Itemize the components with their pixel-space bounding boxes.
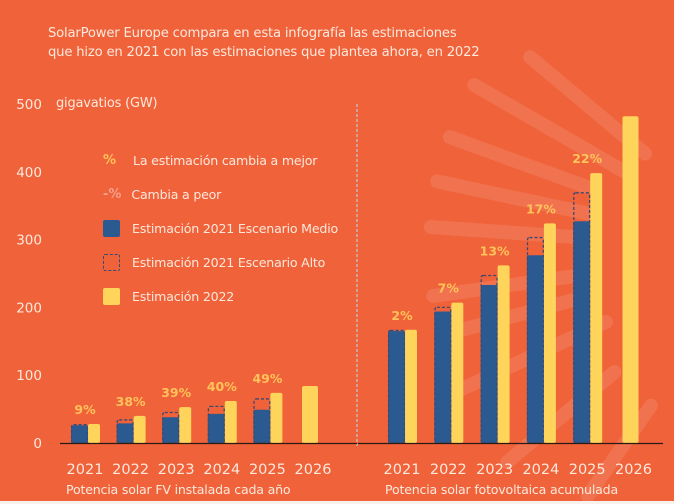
x-tick-label: 2021 [384,462,421,478]
bar-2021-medio [207,413,225,443]
x-tick-label: 2026 [615,462,652,478]
percent-change-label: 9% [74,402,96,417]
sun-ray [430,174,596,221]
percent-change-label: 7% [438,281,460,296]
legend-label: Cambia a peor [131,186,222,202]
sun-ray [423,219,598,246]
x-tick-label: 2025 [249,462,286,478]
percent-change-label: 40% [207,379,237,394]
percent-change-label: 38% [116,394,146,409]
legend-item-worse: -% Cambia a peor [103,184,221,204]
y-tick-label: 500 [16,97,42,113]
percent-change-label: 22% [572,151,602,166]
bar-2021-medio [573,221,591,443]
percent-better-icon: % [103,152,117,168]
yellow-square-icon [103,287,120,305]
bar-2022 [179,407,192,443]
bar-2021-medio [388,331,405,443]
title-line-1: SolarPower Europe compara en esta infogr… [48,26,457,41]
x-tick-label: 2023 [476,462,513,478]
bar-2022 [133,415,146,443]
percent-change-label: 49% [252,371,282,386]
y-tick-label: 100 [16,368,42,384]
sun-ray [426,266,599,303]
x-tick-label: 2024 [522,462,559,478]
blue-square-icon [103,219,120,237]
bar-2021-medio [480,285,498,443]
sun-ray [434,288,598,343]
percent-change-label: 39% [161,385,191,400]
chart-cumulative: 2% 2021 7% 2022 13% 2023 17% 2024 22% 2025 2026 [358,116,663,478]
bar-2022 [622,116,639,443]
sun-ray [467,78,638,182]
bar-2021-medio [71,425,88,443]
bar-2022 [224,400,237,443]
bar-2021-medio [116,423,134,443]
bar-2022 [543,223,556,443]
y-tick-label: 0 [33,436,42,452]
y-tick-label: 300 [16,233,42,249]
y-axis-unit-label: gigavatios (GW) [56,96,158,111]
bar-2021-medio [526,255,544,443]
bar-2022 [451,302,464,443]
bar-2022 [270,392,283,443]
x-tick-label: 2023 [158,462,195,478]
bar-2021-alto [162,411,180,444]
bar-2021-medio [162,417,180,443]
caption-cumulative: Potencia solar fotovoltaica acumulada [385,482,618,497]
bar-2021-alto [434,306,452,444]
x-tick-label: 2021 [67,462,104,478]
caption-annual: Potencia solar FV instalada cada año [66,482,291,497]
percent-change-label: 2% [391,308,413,323]
legend-item-2022: Estimación 2022 [103,286,234,306]
title-line-2: que hizo en 2021 con las estimaciones qu… [48,45,480,60]
dashed-square-icon [103,253,120,271]
x-tick-label: 2022 [430,462,467,478]
legend-label: Estimación 2021 Escenario Medio [132,220,338,236]
x-tick-label: 2022 [112,462,149,478]
chart-title: SolarPower Europe compara en esta infogr… [48,24,480,62]
legend-label: La estimación cambia a mejor [133,152,318,168]
bar-2022 [405,329,417,443]
x-tick-label: 2024 [203,462,240,478]
bar-2022 [88,424,100,443]
sun-ray [580,398,659,501]
percent-change-label: 13% [480,243,510,258]
legend-label: Estimación 2022 [132,288,235,304]
percent-worse-icon: -% [103,186,122,202]
bar-2021-medio [434,311,452,443]
percent-change-label: 17% [526,201,556,216]
bar-2022 [590,173,603,443]
x-tick-label: 2025 [569,462,606,478]
legend-item-medio: Estimación 2021 Escenario Medio [103,218,338,238]
bar-2022 [302,386,318,443]
y-axis: 0 100 200 300 400 500 [16,97,42,452]
y-tick-label: 400 [16,165,42,181]
bar-2021-alto [573,192,591,444]
bar-2022 [497,265,510,443]
legend-label: Estimación 2021 Escenario Alto [132,254,326,270]
legend-item-alto: Estimación 2021 Escenario Alto [103,252,325,272]
legend-item-better: % La estimación cambia a mejor [103,150,317,170]
bar-2021-alto [526,236,544,444]
x-tick-label: 2026 [295,462,332,478]
bar-2021-medio [253,409,271,443]
chart-annual: 9% 2021 38% 2022 39% 2023 40% 2024 49% 2025 2026 [60,371,357,478]
bar-2021-alto [253,398,271,444]
y-tick-label: 200 [16,300,42,316]
sun-ray [442,130,594,194]
